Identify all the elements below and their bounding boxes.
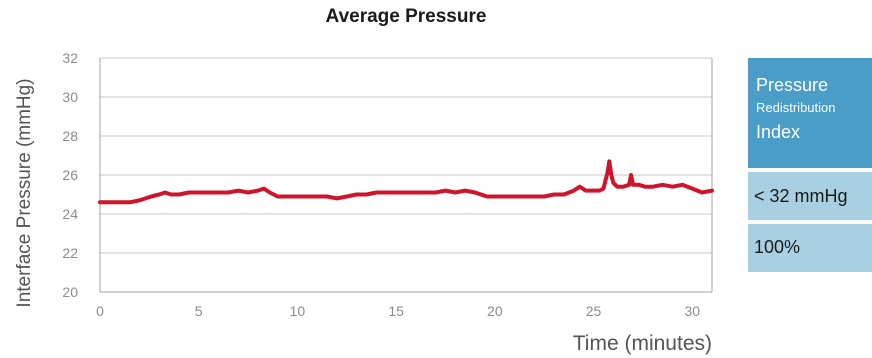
x-tick-label: 20 xyxy=(487,303,503,319)
x-tick-label: 5 xyxy=(195,303,203,319)
index-header-line1: Pressure xyxy=(756,75,829,95)
y-tick-label: 32 xyxy=(62,50,78,66)
chart-title: Average Pressure xyxy=(325,6,487,27)
y-tick-label: 30 xyxy=(62,89,78,105)
x-tick-label: 0 xyxy=(96,303,104,319)
y-tick-label: 28 xyxy=(62,128,78,144)
y-tick-label: 26 xyxy=(62,167,78,183)
pressure-series-line xyxy=(98,159,714,205)
index-header-line2: Redistribution xyxy=(756,100,836,115)
pressure-index-header: Pressure Redistribution Index xyxy=(748,58,872,168)
y-axis-title: Interface Pressure (mmHg) xyxy=(14,78,35,307)
y-tick-label: 22 xyxy=(62,245,78,261)
pressure-threshold-box: < 32 mmHg xyxy=(748,172,872,220)
y-tick-label: 20 xyxy=(62,284,78,300)
x-axis-title: Time (minutes) xyxy=(573,332,712,355)
x-tick-label: 30 xyxy=(684,303,700,319)
index-header-line3: Index xyxy=(756,122,801,142)
pressure-percent-box: 100% xyxy=(748,224,872,272)
y-tick-label: 24 xyxy=(62,206,78,222)
x-tick-label: 10 xyxy=(290,303,306,319)
x-tick-label: 15 xyxy=(388,303,404,319)
x-tick-label: 25 xyxy=(586,303,602,319)
